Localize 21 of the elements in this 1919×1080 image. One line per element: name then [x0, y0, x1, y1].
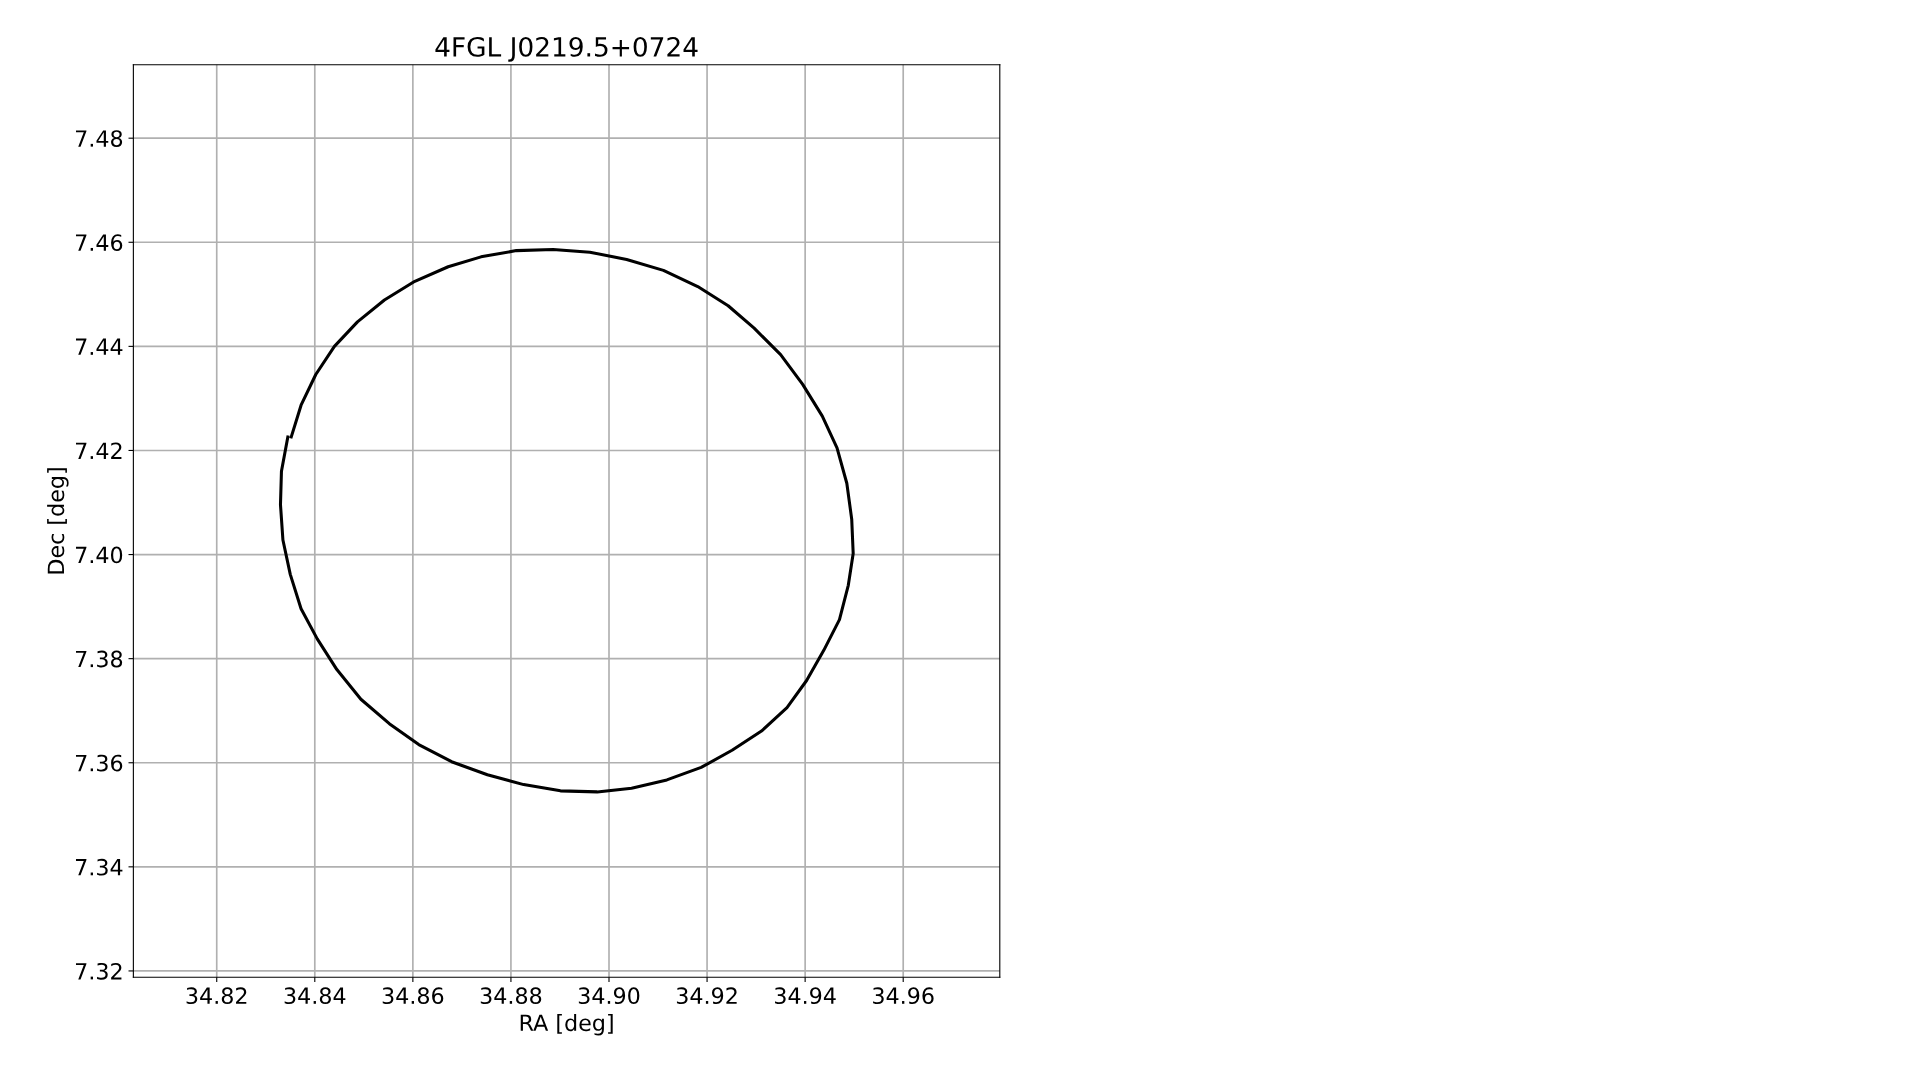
y-tick-label: 7.42: [75, 442, 122, 459]
x-tick-label: 34.86: [382, 987, 444, 1005]
y-tick-label: 7.48: [75, 130, 123, 147]
y-tick-label: 7.46: [75, 234, 123, 252]
x-tick-label: 34.84: [284, 987, 346, 1005]
x-tick-label: 34.90: [578, 987, 640, 1005]
line-series: [278, 248, 855, 794]
y-tick-label: 7.40: [75, 546, 123, 564]
y-tick-label: 7.36: [75, 754, 123, 772]
y-tick-label: 7.38: [75, 650, 123, 668]
y-tick-label: 7.34: [75, 858, 123, 876]
x-tick-label: 34.88: [480, 987, 542, 1005]
chart-title: 4FGL J0219.5+0724: [435, 36, 698, 62]
x-tick-label: 34.92: [676, 987, 737, 1005]
y-tick-label: 7.44: [75, 338, 123, 355]
y-axis-title: Dec [deg]: [47, 468, 69, 574]
x-tick-label: 34.94: [775, 987, 836, 1005]
x-tick-label: 34.96: [873, 987, 934, 1005]
x-tick-label: 34.82: [186, 987, 247, 1005]
y-tick-label: 7.32: [75, 962, 122, 980]
x-axis-title: RA [deg]: [520, 1013, 613, 1036]
